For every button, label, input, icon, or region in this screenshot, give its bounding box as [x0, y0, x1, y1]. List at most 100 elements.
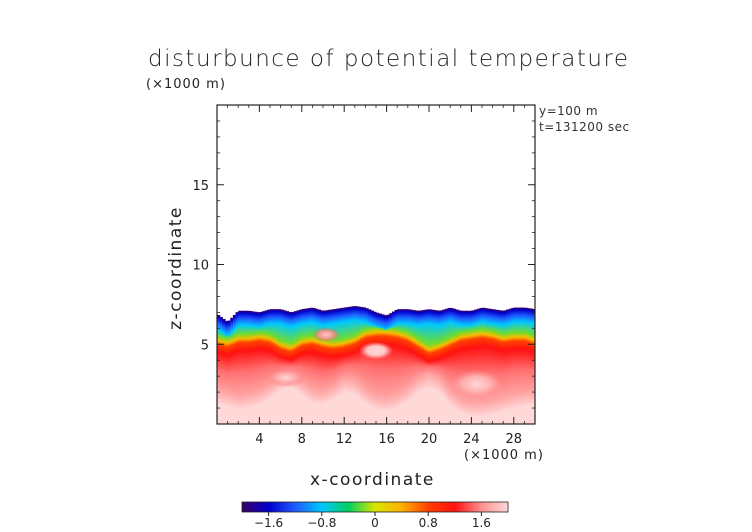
field-strip [482, 307, 486, 424]
field-strip [272, 309, 276, 424]
field-strip [471, 310, 475, 424]
field-strip [338, 308, 343, 424]
field-strip [293, 311, 298, 424]
field-strip [500, 310, 504, 424]
field-strip [264, 310, 268, 424]
field-strip [426, 309, 430, 424]
field-strip [519, 307, 523, 424]
field-strip [307, 308, 311, 424]
field-strip [304, 308, 308, 424]
warm-cell [359, 341, 393, 360]
warm-cell [450, 369, 504, 399]
field-strip [468, 310, 472, 424]
field-strip [357, 306, 361, 424]
chart-title: disturbunce of potential temperature [148, 46, 630, 72]
field-strip [439, 310, 443, 424]
y-axis-unit: (×1000 m) [146, 77, 226, 92]
field-strip [320, 310, 324, 424]
field-strip [405, 309, 409, 424]
field-strip [288, 311, 292, 424]
colorbar-ticks: −1.6 −0.8 0 0.8 1.6 [254, 512, 491, 530]
field-strip [346, 306, 351, 424]
field-strip [277, 309, 282, 424]
colorbar-tick-label: 0.8 [419, 516, 438, 530]
field-strip [495, 309, 499, 424]
field-strip [410, 309, 414, 424]
field-strip [529, 308, 533, 424]
y-tick-label: 10 [192, 259, 209, 274]
field-strip [389, 313, 393, 424]
x-axis-unit: (×1000 m) [464, 448, 544, 463]
field-strip [267, 309, 271, 424]
field-strip [238, 310, 242, 424]
field-strip [285, 311, 290, 424]
field-strip [217, 314, 221, 424]
y-tick-label: 15 [192, 179, 209, 194]
field-strip [352, 306, 356, 424]
colorbar-tick-label: 0 [371, 516, 379, 530]
field-strip [436, 310, 441, 424]
field-strip [463, 310, 467, 424]
field-strip [474, 309, 478, 424]
field-strip [309, 307, 313, 424]
x-tick-label: 8 [298, 432, 306, 447]
field-strip [532, 308, 535, 424]
annotation-time: t=131200 sec [539, 120, 630, 134]
field-strip [235, 312, 239, 424]
field-strip [466, 310, 470, 424]
field-strip [368, 309, 372, 424]
field-strip [323, 310, 327, 424]
field-strip [373, 311, 377, 424]
x-tick-label: 12 [336, 432, 353, 447]
annotation-y-position: y=100 m [539, 104, 599, 118]
field-strip [479, 307, 483, 424]
field-strip [516, 307, 520, 424]
field-strip [296, 310, 300, 424]
field-strip [505, 309, 510, 424]
warm-cell [264, 368, 308, 388]
field-strip [330, 309, 335, 424]
field-strip [270, 309, 274, 424]
x-tick-label: 20 [421, 432, 438, 447]
field-strip [503, 310, 507, 424]
field-strip [458, 310, 462, 424]
field-strip [460, 310, 465, 424]
field-strip [275, 309, 279, 424]
field-strip [402, 309, 406, 424]
field-strip [328, 309, 332, 424]
y-tick-label: 5 [201, 338, 209, 353]
field-strip [360, 306, 364, 424]
field-strip [246, 310, 250, 424]
field-strip [444, 308, 449, 424]
field-strip [391, 311, 396, 424]
field-strip [370, 310, 374, 424]
contour-field [217, 306, 535, 424]
field-strip [248, 310, 253, 424]
field-strip [291, 311, 295, 424]
field-strip [365, 308, 369, 424]
x-axis: 4 8 12 16 20 24 28 [227, 105, 525, 447]
field-strip [222, 318, 226, 424]
field-strip [394, 309, 398, 424]
field-strip [317, 309, 321, 424]
field-strip [407, 309, 412, 424]
field-strip [378, 313, 382, 424]
field-strip [354, 306, 359, 424]
field-strip [476, 308, 480, 424]
field-strip [513, 307, 518, 424]
field-strip [341, 307, 345, 424]
field-strip [232, 314, 237, 424]
field-strip [399, 309, 404, 424]
field-strip [280, 309, 284, 424]
field-strip [452, 308, 457, 424]
field-strip [429, 309, 433, 424]
field-strip [442, 309, 446, 424]
field-strip [349, 306, 353, 424]
field-strip [224, 320, 229, 424]
field-strip [455, 309, 459, 424]
colorbar-tick-label: −0.8 [307, 516, 336, 530]
field-strip [450, 307, 454, 424]
field-strip [489, 308, 494, 424]
field-strip [283, 310, 287, 424]
